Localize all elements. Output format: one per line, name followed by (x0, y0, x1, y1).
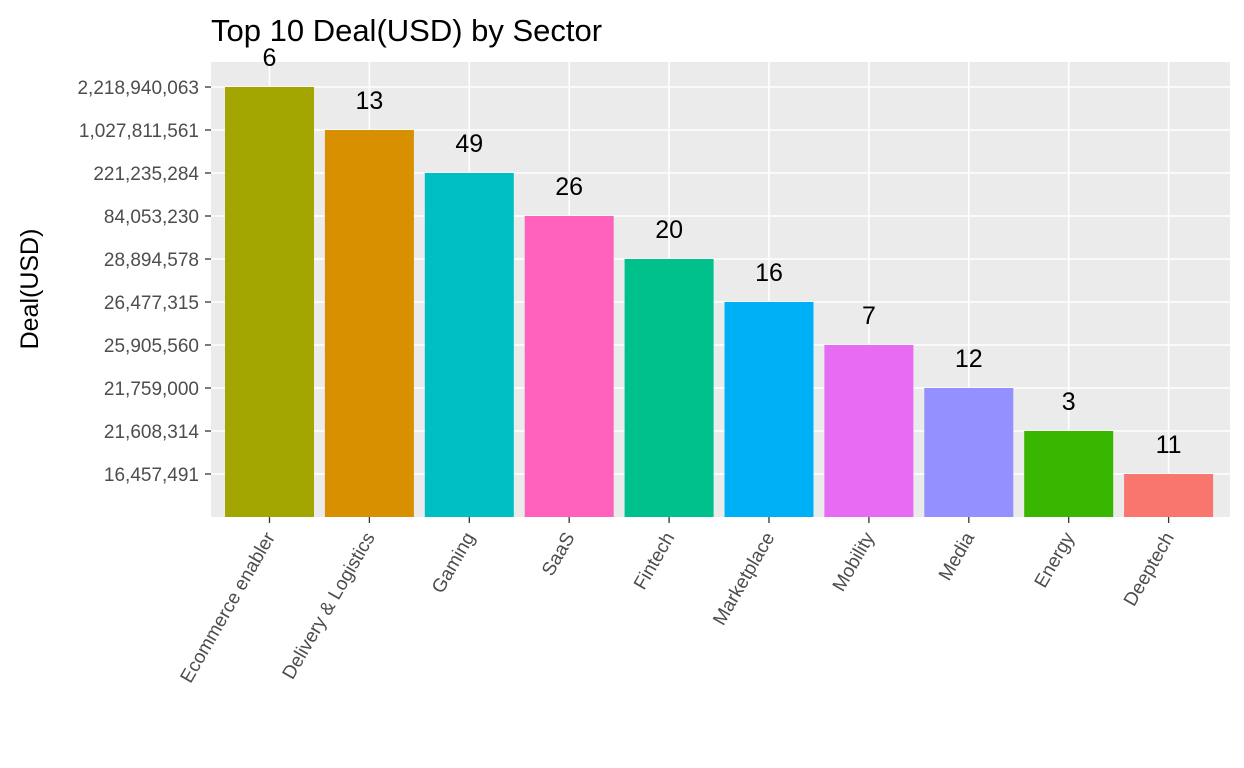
bar (225, 87, 314, 517)
y-tick-label: 25,905,560 (104, 336, 199, 357)
bar (924, 388, 1014, 517)
x-tick-label: Gaming (428, 529, 479, 597)
x-tick-label: Mobility (829, 529, 880, 596)
data-label: 16 (755, 259, 783, 287)
data-label: 3 (1062, 388, 1076, 416)
data-label: 20 (655, 216, 683, 244)
bar (624, 259, 714, 517)
data-label: 13 (355, 87, 383, 115)
bar (524, 216, 614, 517)
bar (1024, 431, 1114, 517)
data-label: 7 (862, 302, 876, 330)
x-tick-label: Energy (1031, 529, 1080, 592)
data-label: 11 (1156, 431, 1182, 459)
y-tick-label: 84,053,230 (104, 207, 199, 228)
y-axis-title: Deal(USD) (16, 229, 44, 350)
data-label: 6 (263, 44, 277, 72)
y-tick-label: 21,608,314 (104, 422, 200, 443)
y-tick-label: 16,457,491 (104, 465, 199, 486)
bars (225, 87, 1214, 517)
x-tick-label: SaaS (538, 529, 579, 580)
bar (424, 173, 514, 517)
data-label: 26 (555, 173, 583, 201)
y-tick-label: 28,894,578 (104, 250, 199, 271)
y-tick-label: 26,477,315 (104, 293, 199, 314)
x-tick-label: Media (935, 529, 979, 585)
x-tick-label: Ecommerce enabler (177, 528, 281, 686)
y-tick-label: 1,027,811,561 (79, 121, 199, 142)
x-tick-label: Marketplace (709, 529, 779, 629)
x-tick-label: Fintech (630, 529, 679, 593)
x-tick-label: Deeptech (1120, 529, 1179, 610)
y-tick-label: 221,235,284 (93, 164, 199, 185)
chart-title: Top 10 Deal(USD) by Sector (211, 13, 602, 48)
bar (724, 302, 814, 517)
data-label: 12 (955, 345, 983, 373)
data-labels: 6 13 49 26 20 16 7 12 3 11 (263, 44, 1182, 459)
x-tick-label: Delivery & Logistics (279, 529, 380, 683)
data-label: 49 (455, 130, 483, 158)
y-tick-label: 2,218,940,063 (77, 78, 199, 99)
bar (824, 345, 914, 517)
bar (1124, 474, 1214, 517)
bar (324, 130, 414, 517)
y-tick-label: 21,759,000 (104, 379, 199, 400)
